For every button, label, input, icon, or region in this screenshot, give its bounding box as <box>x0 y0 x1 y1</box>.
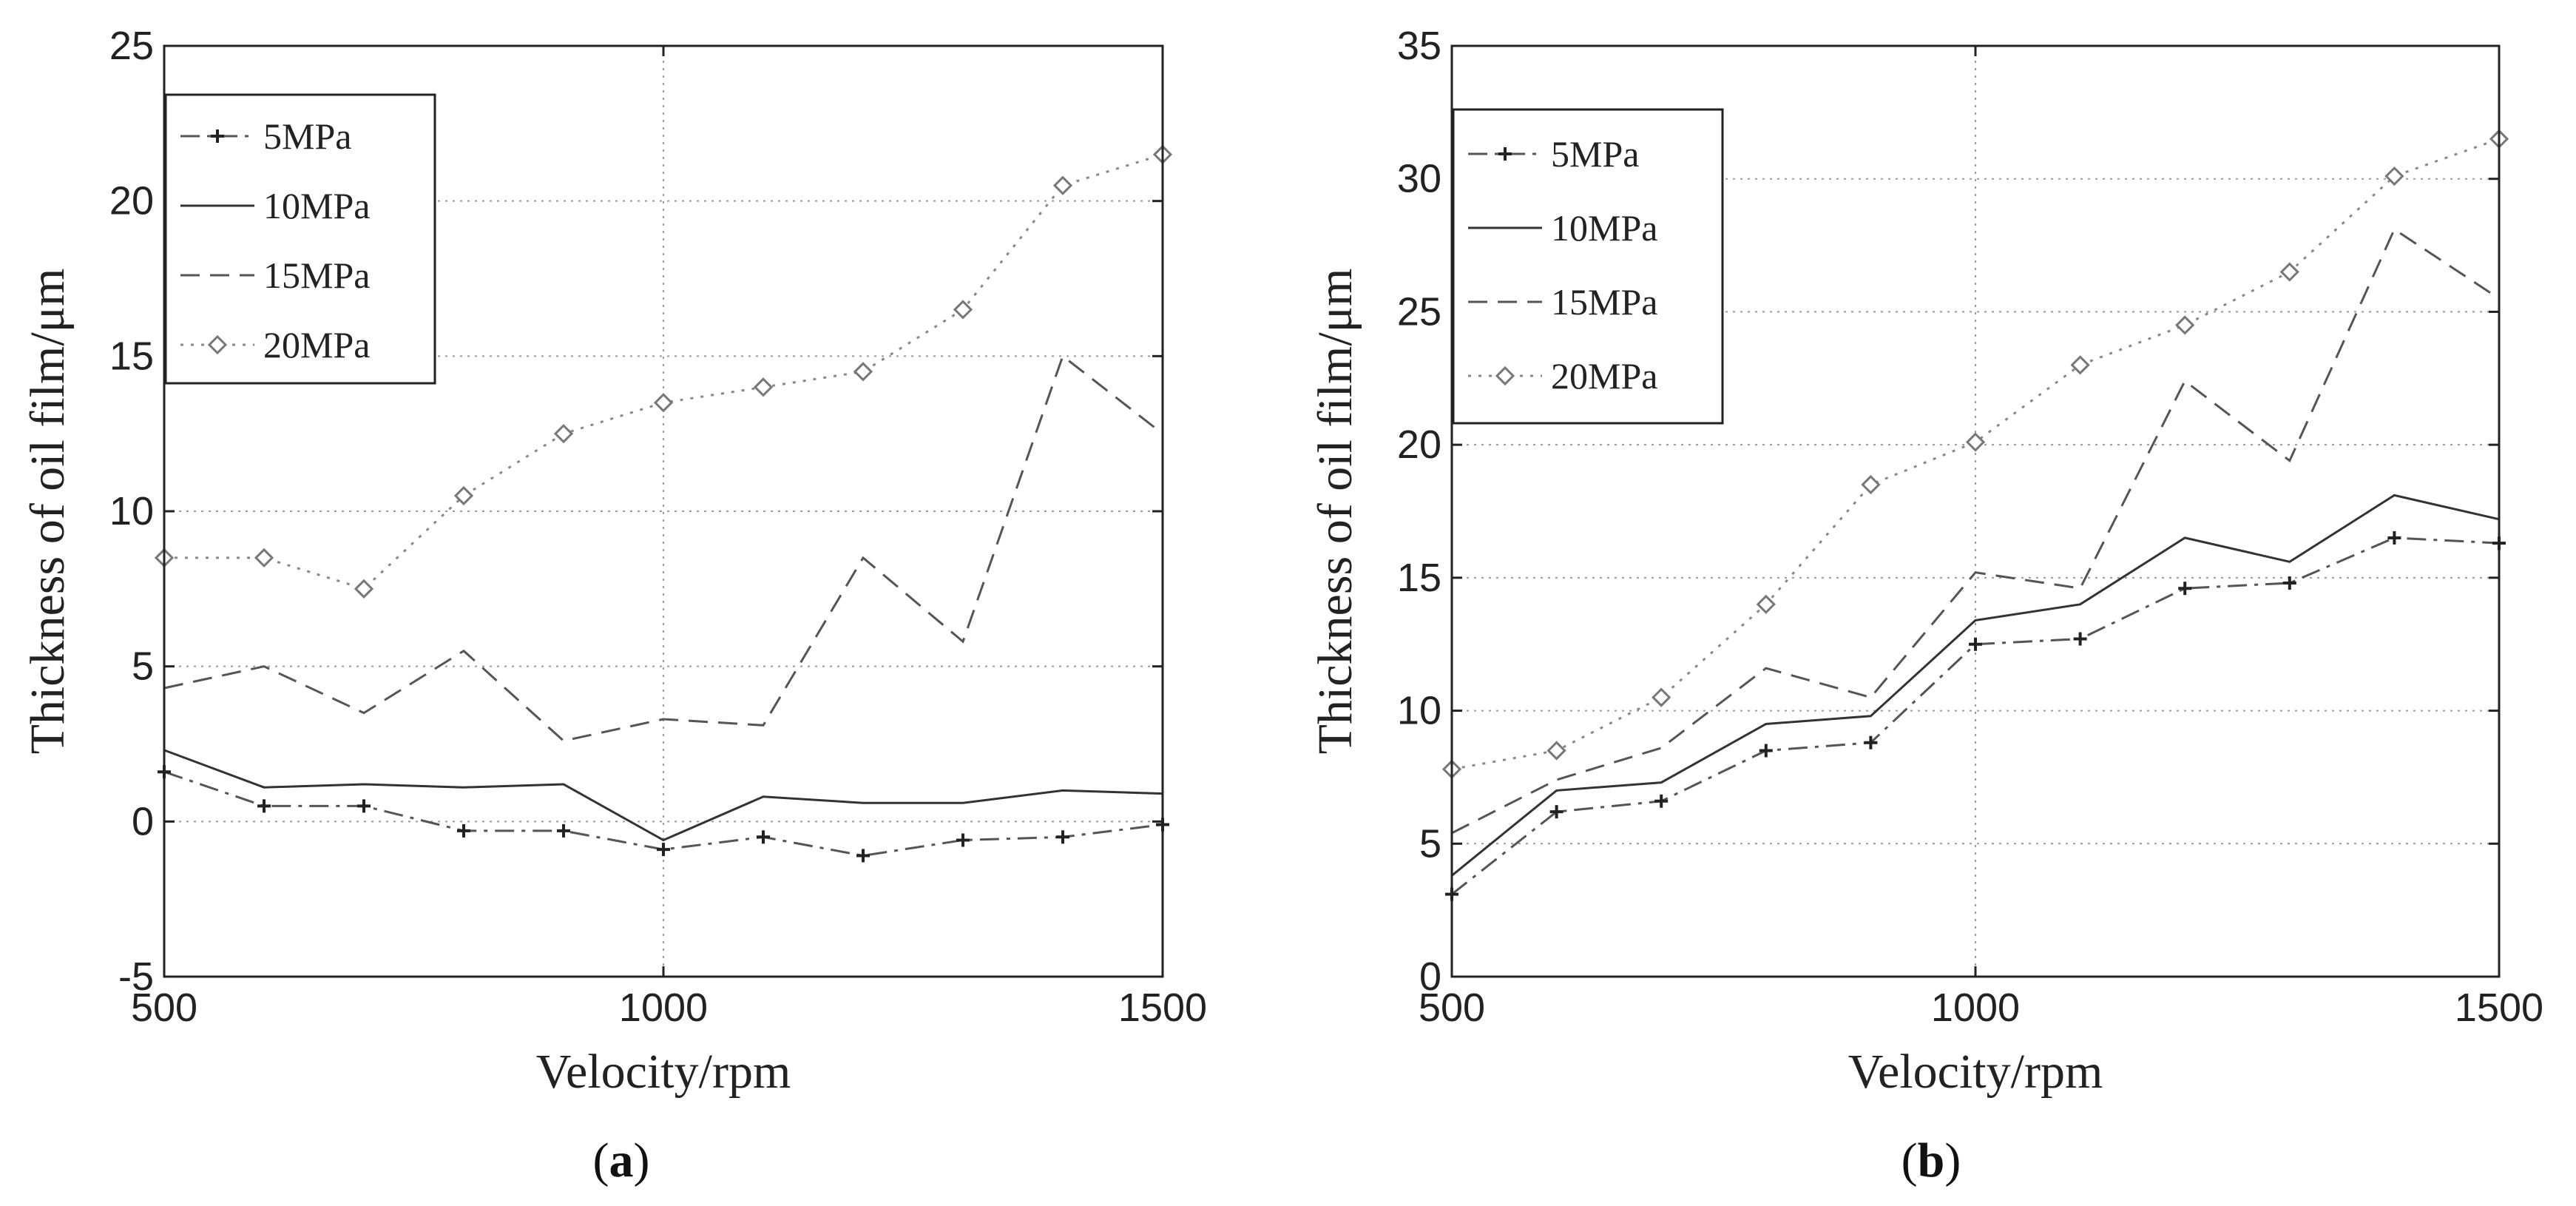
y-tick-label: 15 <box>109 334 154 378</box>
legend-label-5MPa: 5MPa <box>1551 133 1639 175</box>
legend-box <box>164 93 436 385</box>
data-point-20MPa <box>2070 355 2090 375</box>
y-tick-label: 35 <box>1397 24 1441 68</box>
legend-label-20MPa: 20MPa <box>1551 355 1657 397</box>
legend-label-10MPa: 10MPa <box>263 185 370 226</box>
y-tick-label: 20 <box>1397 422 1441 467</box>
y-tick-label: 0 <box>132 799 154 843</box>
legend-label-5MPa: 5MPa <box>263 115 351 157</box>
y-tick-label: 5 <box>1419 821 1441 866</box>
legend-marker-5MPa <box>211 129 224 143</box>
legend-box <box>1452 108 1724 425</box>
panel-a: (a) 500 1000 1500 -5 0 5 10 15 20 25 Velocity/rpm T… <box>21 24 1207 1188</box>
y-tick-label: 25 <box>109 24 154 68</box>
data-point-20MPa <box>1756 594 1776 614</box>
data-point-20MPa <box>2175 315 2195 335</box>
data-point-5MPa <box>1654 794 1669 808</box>
series-line-15MPa <box>163 354 1163 742</box>
data-point-20MPa <box>853 362 873 382</box>
legend-label-20MPa: 20MPa <box>263 324 370 365</box>
data-point-5MPa <box>1759 744 1773 758</box>
data-point-20MPa <box>453 485 474 506</box>
data-point-5MPa <box>2282 576 2296 590</box>
data-point-5MPa <box>856 849 870 863</box>
y-tick-label: -5 <box>118 954 154 999</box>
data-point-20MPa <box>354 579 374 599</box>
data-point-5MPa <box>2178 582 2192 596</box>
caption-a: (a) <box>593 1133 650 1188</box>
legend-marker-20MPa <box>207 334 228 355</box>
data-point-20MPa <box>2279 262 2299 282</box>
legend-label-15MPa: 15MPa <box>263 255 370 296</box>
series-line-5MPa <box>1451 536 2500 895</box>
x-axis-title: Velocity/rpm <box>1848 1045 2103 1099</box>
y-tick-label: 5 <box>132 644 154 689</box>
series-line-5MPa <box>163 770 1163 858</box>
data-point-5MPa <box>557 823 570 838</box>
legend-marker-20MPa <box>1495 365 1515 386</box>
y-tick-label: 0 <box>1419 954 1441 999</box>
data-point-20MPa <box>254 548 274 568</box>
data-point-20MPa <box>953 300 973 320</box>
data-point-5MPa <box>757 830 770 844</box>
x-tick-label: 1000 <box>1931 986 2020 1030</box>
series-line-15MPa <box>1451 227 2500 835</box>
data-point-20MPa <box>753 377 774 397</box>
chart-a: (a) 500 1000 1500 -5 0 5 10 15 20 25 Velocity/rpm T… <box>21 24 1207 1188</box>
data-point-20MPa <box>1052 175 1073 195</box>
x-axis-title: Velocity/rpm <box>536 1045 791 1099</box>
legend: 5MPa 10MPa 15MPa 20MPa <box>1452 108 1724 425</box>
data-point-5MPa <box>1056 830 1069 844</box>
data-point-20MPa <box>553 424 574 444</box>
legend-label-10MPa: 10MPa <box>1551 207 1657 249</box>
y-tick-label: 30 <box>1397 157 1441 201</box>
chart-b: (b) 500 1000 1500 0 5 10 15 20 25 30 35 Velocity/rp… <box>1308 24 2543 1188</box>
data-point-5MPa <box>2387 530 2401 545</box>
y-tick-label: 25 <box>1397 289 1441 334</box>
data-point-20MPa <box>1965 432 1986 452</box>
data-point-5MPa <box>257 799 271 813</box>
y-tick-label: 10 <box>109 489 154 533</box>
data-point-5MPa <box>657 843 670 857</box>
caption-b: (b) <box>1901 1133 1961 1188</box>
data-point-20MPa <box>2384 166 2404 186</box>
x-tick-label: 500 <box>1419 986 1485 1030</box>
series-line-10MPa <box>163 749 1163 842</box>
y-tick-label: 15 <box>1397 556 1441 600</box>
data-point-5MPa <box>956 833 970 847</box>
data-point-20MPa <box>1546 741 1566 761</box>
data-point-5MPa <box>2073 632 2087 646</box>
y-tick-label: 10 <box>1397 689 1441 733</box>
x-tick-label: 1000 <box>619 986 708 1030</box>
data-point-5MPa <box>457 823 470 838</box>
data-point-20MPa <box>1652 687 1671 707</box>
data-point-20MPa <box>1861 474 1881 495</box>
legend-marker-5MPa <box>1498 147 1512 161</box>
panel-b: (b) 500 1000 1500 0 5 10 15 20 25 30 35 Velocity/rp… <box>1288 0 2575 1206</box>
data-point-5MPa <box>1969 637 1982 651</box>
data-point-5MPa <box>1549 805 1563 819</box>
x-tick-label: 500 <box>131 986 197 1030</box>
series-line-10MPa <box>1451 493 2500 877</box>
x-tick-label: 1500 <box>2455 986 2543 1030</box>
y-tick-label: 20 <box>109 179 154 223</box>
y-axis-title: Thickness of oil film/μm <box>1308 269 1362 755</box>
legend-label-15MPa: 15MPa <box>1551 281 1657 323</box>
data-point-20MPa <box>653 393 674 413</box>
legend: 5MPa 10MPa 15MPa 20MPa <box>164 93 436 385</box>
data-point-5MPa <box>357 799 371 813</box>
data-point-5MPa <box>1864 735 1878 749</box>
y-axis-title: Thickness of oil film/μm <box>21 269 75 755</box>
x-tick-label: 1500 <box>1118 986 1207 1030</box>
